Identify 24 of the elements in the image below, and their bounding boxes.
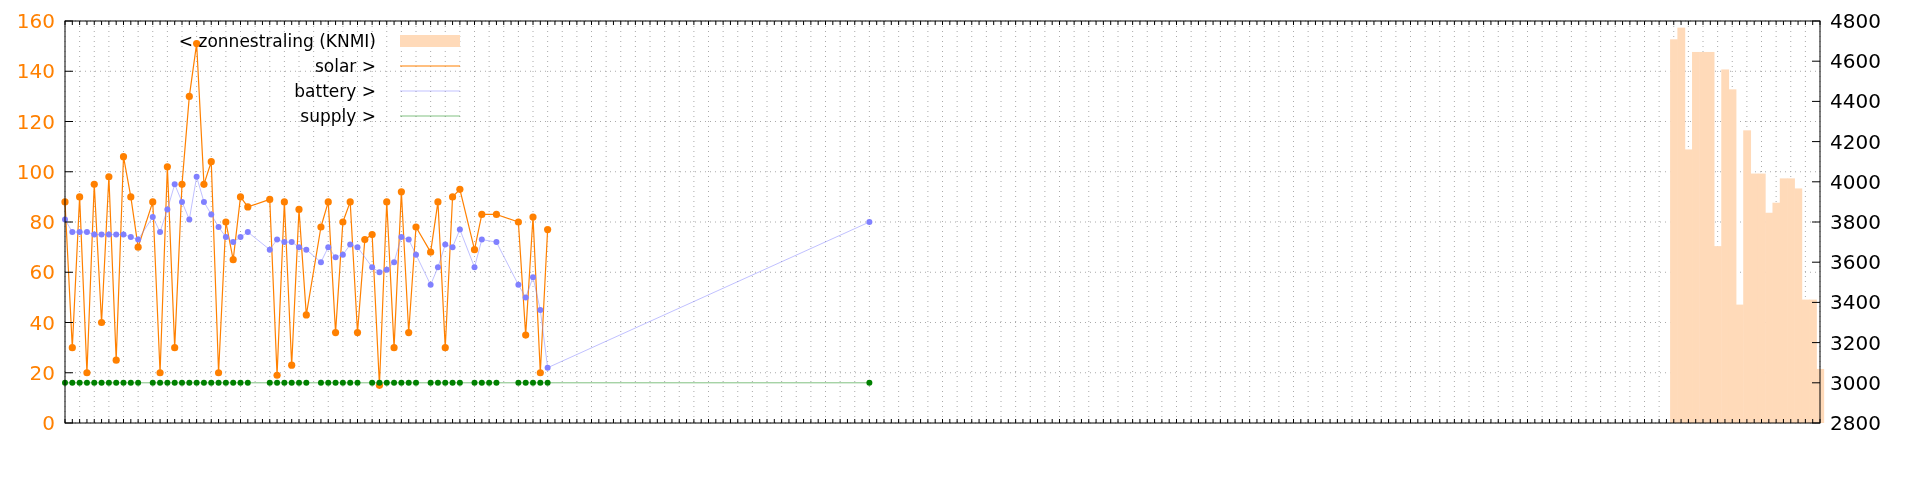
y2-tick-label: 3600 xyxy=(1830,250,1881,275)
y-tick-label: 140 xyxy=(16,59,55,84)
legend-label: supply > xyxy=(300,105,376,126)
y2-tick-label: 2800 xyxy=(1830,411,1881,435)
y2-tick-label: 4800 xyxy=(1830,9,1881,33)
y2-tick-label: 3000 xyxy=(1830,370,1881,395)
y2-tick-label: 3400 xyxy=(1830,290,1881,315)
legend-label: battery > xyxy=(294,80,376,101)
y2-tick-label: 4600 xyxy=(1830,49,1881,74)
y-tick-label: 80 xyxy=(29,210,55,234)
y-tick-label: 160 xyxy=(16,9,55,33)
y-tick-label: 100 xyxy=(16,159,55,184)
y2-tick-label: 4000 xyxy=(1830,169,1881,194)
y2-tick-label: 4400 xyxy=(1830,89,1881,114)
y-tick-label: 0 xyxy=(42,411,55,435)
y-tick-label: 40 xyxy=(29,310,55,335)
y2-tick-label: 3200 xyxy=(1830,330,1881,355)
y-tick-label: 20 xyxy=(29,360,55,385)
legend-label: < zonnestraling (KNMI) xyxy=(178,30,376,51)
y2-tick-label: 3800 xyxy=(1830,210,1881,234)
y-tick-label: 60 xyxy=(29,260,55,285)
y-tick-label: 120 xyxy=(16,109,55,134)
legend-label: solar > xyxy=(314,55,376,76)
y2-tick-label: 4200 xyxy=(1830,129,1881,154)
